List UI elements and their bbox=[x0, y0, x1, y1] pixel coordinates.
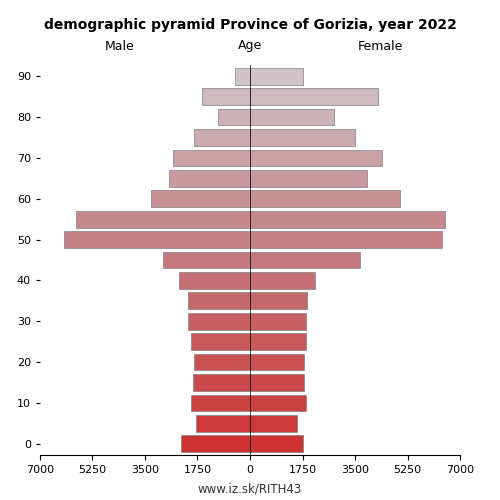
Bar bbox=[250, 150, 382, 166]
Bar bbox=[196, 415, 250, 432]
Bar bbox=[250, 415, 296, 432]
Bar bbox=[250, 334, 306, 350]
Bar bbox=[192, 334, 250, 350]
Bar bbox=[250, 88, 378, 105]
Bar bbox=[250, 170, 367, 186]
Bar bbox=[250, 211, 445, 228]
Bar bbox=[188, 292, 250, 309]
Bar bbox=[151, 190, 250, 207]
Bar bbox=[250, 252, 360, 268]
Bar bbox=[250, 272, 314, 289]
Bar bbox=[250, 129, 355, 146]
Text: www.iz.sk/RITH43: www.iz.sk/RITH43 bbox=[198, 482, 302, 495]
Bar bbox=[192, 394, 250, 411]
Text: Age: Age bbox=[238, 40, 262, 52]
Bar bbox=[218, 108, 250, 126]
Bar bbox=[250, 313, 306, 330]
Bar bbox=[250, 292, 307, 309]
Bar bbox=[250, 394, 306, 411]
Bar bbox=[193, 374, 250, 391]
Bar bbox=[250, 108, 334, 126]
Text: Female: Female bbox=[358, 40, 403, 52]
Bar bbox=[250, 231, 442, 248]
Bar bbox=[180, 272, 250, 289]
Bar bbox=[194, 354, 250, 370]
Bar bbox=[235, 68, 250, 84]
Bar bbox=[194, 129, 250, 146]
Text: demographic pyramid Province of Gorizia, year 2022: demographic pyramid Province of Gorizia,… bbox=[44, 18, 457, 32]
Bar bbox=[250, 190, 400, 207]
Bar bbox=[76, 211, 250, 228]
Bar bbox=[250, 374, 304, 391]
Bar bbox=[188, 313, 250, 330]
Bar bbox=[202, 88, 250, 105]
Bar bbox=[174, 150, 250, 166]
Bar bbox=[64, 231, 250, 248]
Bar bbox=[250, 436, 302, 452]
Bar bbox=[181, 436, 250, 452]
Text: Male: Male bbox=[105, 40, 135, 52]
Bar bbox=[250, 354, 304, 370]
Bar bbox=[163, 252, 250, 268]
Bar bbox=[250, 68, 302, 84]
Bar bbox=[169, 170, 250, 186]
